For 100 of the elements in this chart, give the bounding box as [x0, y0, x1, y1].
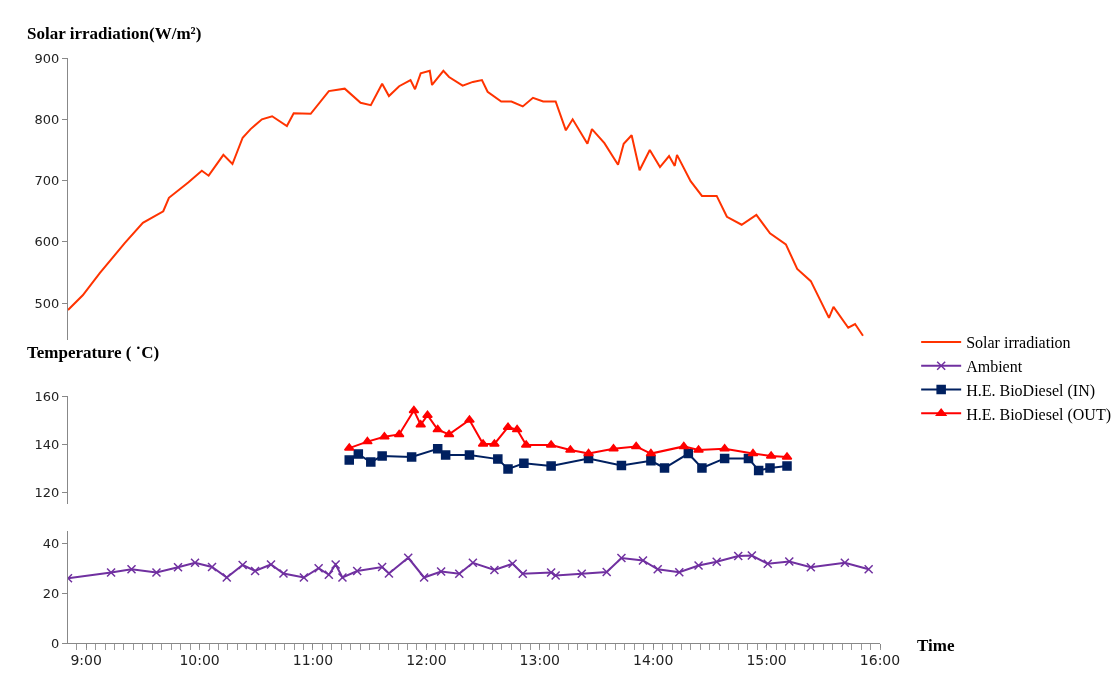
- point: [747, 550, 757, 561]
- point: [464, 450, 475, 460]
- point: [711, 557, 722, 567]
- point: [674, 567, 685, 577]
- point: [693, 560, 704, 571]
- point: [379, 432, 390, 440]
- y-tick-label: 140: [34, 436, 60, 452]
- point: [652, 564, 663, 574]
- point: [436, 566, 446, 577]
- x-tick-label: 16:00: [859, 651, 901, 668]
- point: [518, 569, 528, 579]
- x-axis-title: Time: [917, 636, 955, 655]
- point: [646, 456, 656, 466]
- point: [546, 461, 556, 471]
- point: [489, 565, 500, 575]
- point: [503, 464, 513, 474]
- x-tick-label: 12:00: [406, 651, 447, 668]
- point: [278, 568, 289, 579]
- point: [806, 562, 816, 572]
- point: [440, 450, 451, 460]
- y-tick-label: 0: [51, 635, 60, 651]
- point: [443, 429, 455, 438]
- point: [207, 562, 217, 572]
- point: [493, 454, 503, 464]
- point: [422, 410, 433, 418]
- point: [511, 424, 523, 433]
- point: [362, 436, 373, 445]
- point: [222, 572, 232, 583]
- legend-label: H.E. BioDiesel (IN): [966, 381, 1096, 400]
- y-tick-label: 800: [34, 111, 60, 127]
- legend-label: Ambient: [966, 357, 1023, 375]
- point: [601, 567, 612, 577]
- point: [408, 405, 420, 414]
- line-series: [68, 69, 864, 337]
- point: [324, 570, 334, 580]
- y-tick-label: 160: [34, 388, 60, 404]
- y-tick-label: 900: [34, 50, 60, 66]
- point: [126, 564, 137, 574]
- point: [432, 444, 443, 454]
- point: [151, 567, 162, 578]
- point: [406, 452, 417, 462]
- point: [765, 463, 775, 473]
- point: [576, 569, 587, 579]
- point: [719, 453, 730, 464]
- point: [630, 441, 642, 450]
- point: [337, 572, 348, 583]
- point: [616, 460, 627, 471]
- point: [863, 564, 874, 574]
- point: [313, 563, 324, 573]
- point: [489, 439, 500, 447]
- point: [683, 448, 694, 459]
- y-tick-label: 40: [42, 535, 60, 551]
- point: [840, 558, 850, 568]
- point: [697, 463, 707, 473]
- point: [237, 560, 248, 570]
- point: [330, 559, 341, 570]
- x-tick-label: 10:00: [179, 651, 220, 668]
- point: [678, 441, 690, 450]
- point: [693, 445, 704, 453]
- point: [353, 449, 364, 459]
- x-tick-label: 13:00: [519, 651, 560, 668]
- legend-label: H.E. BioDiesel (OUT): [966, 405, 1112, 424]
- point: [608, 444, 619, 452]
- point: [468, 558, 478, 568]
- y-tick-label: 20: [42, 585, 60, 601]
- point: [352, 566, 362, 576]
- point: [299, 572, 309, 583]
- y-tick-label: 500: [34, 295, 60, 311]
- point: [733, 551, 743, 561]
- point: [583, 448, 594, 457]
- point: [782, 461, 792, 471]
- point: [419, 572, 429, 583]
- point: [403, 553, 413, 563]
- point: [784, 556, 795, 567]
- x-tick-label: 9:00: [70, 651, 102, 668]
- point: [432, 424, 444, 433]
- point: [645, 448, 657, 457]
- point: [106, 567, 116, 578]
- point: [393, 429, 405, 438]
- point: [377, 451, 387, 461]
- point: [546, 567, 556, 578]
- point: [344, 455, 354, 465]
- x-tick-label: 11:00: [292, 651, 334, 668]
- point: [190, 558, 200, 568]
- y-tick-label: 600: [34, 234, 60, 250]
- y-axis-title: Temperature ( ˙C): [27, 343, 160, 362]
- point: [366, 457, 376, 467]
- y-axis-title: Solar irradiation(W/m²): [27, 24, 202, 43]
- point: [719, 444, 730, 452]
- point: [753, 465, 764, 476]
- point: [507, 559, 518, 569]
- point: [250, 566, 260, 576]
- point: [384, 568, 394, 579]
- point: [616, 553, 627, 563]
- x-tick-label: 14:00: [633, 651, 674, 668]
- point: [266, 559, 276, 570]
- point: [747, 448, 759, 457]
- point: [638, 555, 648, 566]
- point: [550, 570, 561, 581]
- point: [173, 562, 183, 572]
